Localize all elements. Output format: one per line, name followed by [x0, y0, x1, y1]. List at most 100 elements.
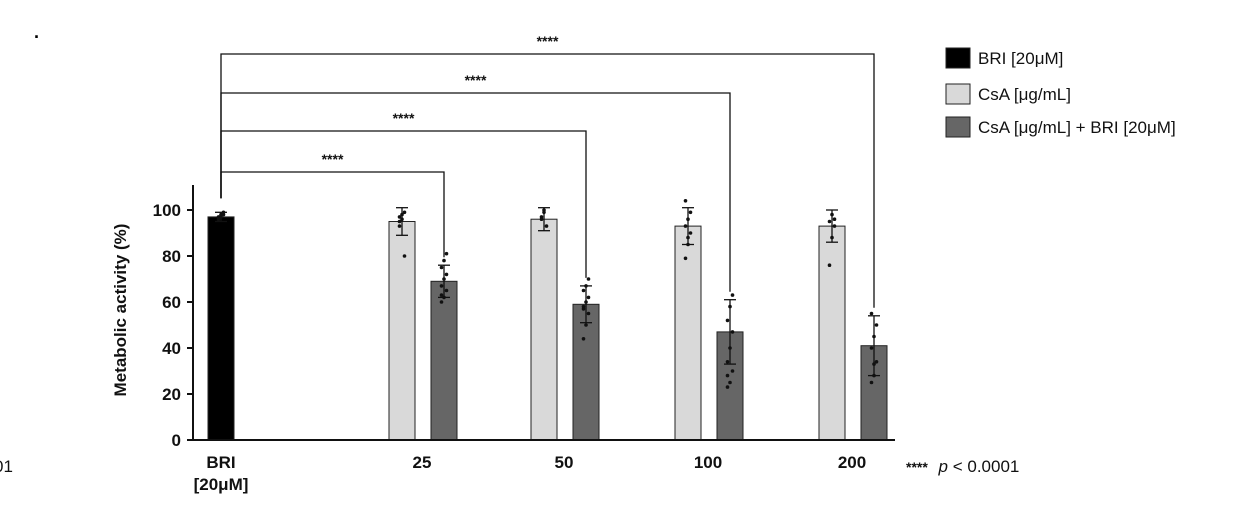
- data-point: [874, 360, 879, 364]
- y-tick-label: 80: [162, 247, 181, 266]
- data-point: [581, 337, 586, 341]
- data-point: [725, 385, 730, 389]
- significance-label: ****: [322, 151, 344, 167]
- data-point: [402, 210, 407, 215]
- y-tick-label: 60: [162, 293, 181, 312]
- legend-label-csa: CsA [μg/mL]: [978, 85, 1071, 104]
- data-point: [397, 215, 402, 219]
- data-point: [725, 318, 730, 323]
- x-category-label: 50: [555, 453, 574, 472]
- cropped-edge-text: 01: [0, 457, 13, 476]
- data-point: [832, 224, 837, 228]
- legend-label-bri: BRI [20μM]: [978, 49, 1063, 68]
- data-point: [686, 217, 690, 221]
- data-point: [221, 212, 226, 217]
- data-point: [444, 251, 449, 256]
- x-category-label: 100: [694, 453, 722, 472]
- legend-swatch-csa-bri: [945, 116, 971, 138]
- legend-swatch-csa: [945, 83, 971, 105]
- significance-brackets: **** **** **** ****: [220, 33, 875, 308]
- data-point: [728, 346, 732, 350]
- data-point: [439, 284, 444, 288]
- x-category-label: BRI: [206, 453, 235, 472]
- data-point: [832, 217, 837, 221]
- data-point: [439, 265, 444, 270]
- p-value-threshold: < 0.0001: [948, 457, 1019, 476]
- y-tick-label: 0: [172, 431, 181, 450]
- bar: [674, 225, 702, 441]
- significance-bracket: [220, 92, 731, 292]
- data-point: [730, 293, 735, 297]
- bar: [530, 218, 558, 441]
- data-point: [400, 217, 404, 221]
- x-category-label: [20μM]: [194, 475, 249, 494]
- data-point: [686, 235, 690, 240]
- bar: [388, 221, 416, 441]
- bar: [430, 280, 458, 441]
- y-axis-label: Metabolic activity (%): [111, 224, 130, 397]
- data-point: [872, 373, 876, 378]
- data-point: [830, 235, 834, 240]
- data-point: [584, 323, 588, 327]
- data-point: [442, 258, 446, 263]
- data-point: [683, 199, 688, 203]
- bars-group: [207, 199, 888, 441]
- data-point: [830, 212, 834, 217]
- data-point: [874, 323, 879, 327]
- data-point: [728, 304, 732, 309]
- data-point: [402, 254, 407, 258]
- data-point: [581, 288, 586, 293]
- bar: [207, 216, 235, 441]
- data-point: [869, 380, 874, 385]
- data-point: [542, 208, 546, 212]
- data-point: [539, 217, 544, 221]
- data-point: [444, 288, 449, 293]
- p-value-note: **** p < 0.0001: [906, 457, 1019, 476]
- data-point: [586, 311, 591, 316]
- significance-label: ****: [393, 110, 415, 126]
- data-point: [728, 380, 732, 385]
- data-point: [869, 311, 874, 316]
- data-point: [442, 295, 446, 300]
- data-point: [439, 293, 444, 297]
- data-point: [686, 242, 690, 247]
- data-point: [872, 334, 876, 339]
- data-point: [730, 369, 735, 373]
- axes-group: 0 20 40 60 80 100 BRI [20μM] 25 50 100 200: [153, 185, 895, 494]
- data-point: [584, 300, 588, 304]
- data-point: [586, 277, 591, 281]
- data-point: [683, 224, 688, 228]
- y-tick-label: 100: [153, 201, 181, 220]
- x-category-label: 200: [838, 453, 866, 472]
- data-point: [397, 224, 402, 228]
- data-point: [439, 300, 444, 304]
- y-tick-label: 40: [162, 339, 181, 358]
- y-tick-label: 20: [162, 385, 181, 404]
- data-point: [219, 215, 223, 219]
- significance-label: ****: [537, 33, 559, 49]
- stray-dot: .: [34, 22, 39, 42]
- data-point: [683, 256, 688, 261]
- data-point: [872, 362, 876, 366]
- legend-label-csa-bri: CsA [μg/mL] + BRI [20μM]: [978, 118, 1176, 137]
- data-point: [688, 210, 693, 215]
- data-point: [544, 224, 549, 228]
- data-point: [444, 272, 449, 277]
- data-point: [584, 284, 588, 288]
- bar: [818, 225, 846, 441]
- data-point: [725, 373, 730, 378]
- x-category-label: 25: [413, 453, 432, 472]
- data-point: [730, 330, 735, 334]
- data-point: [827, 219, 832, 224]
- legend: BRI [20μM] CsA [μg/mL] CsA [μg/mL] + BRI…: [945, 47, 1176, 138]
- data-point: [581, 307, 586, 311]
- significance-bracket: [220, 53, 875, 308]
- data-point: [869, 346, 874, 350]
- legend-swatch-bri: [945, 47, 971, 69]
- data-point: [725, 360, 730, 364]
- data-point: [442, 277, 446, 281]
- data-point: [827, 263, 832, 268]
- p-value-symbol: p: [938, 457, 948, 476]
- p-value-stars: ****: [906, 459, 928, 475]
